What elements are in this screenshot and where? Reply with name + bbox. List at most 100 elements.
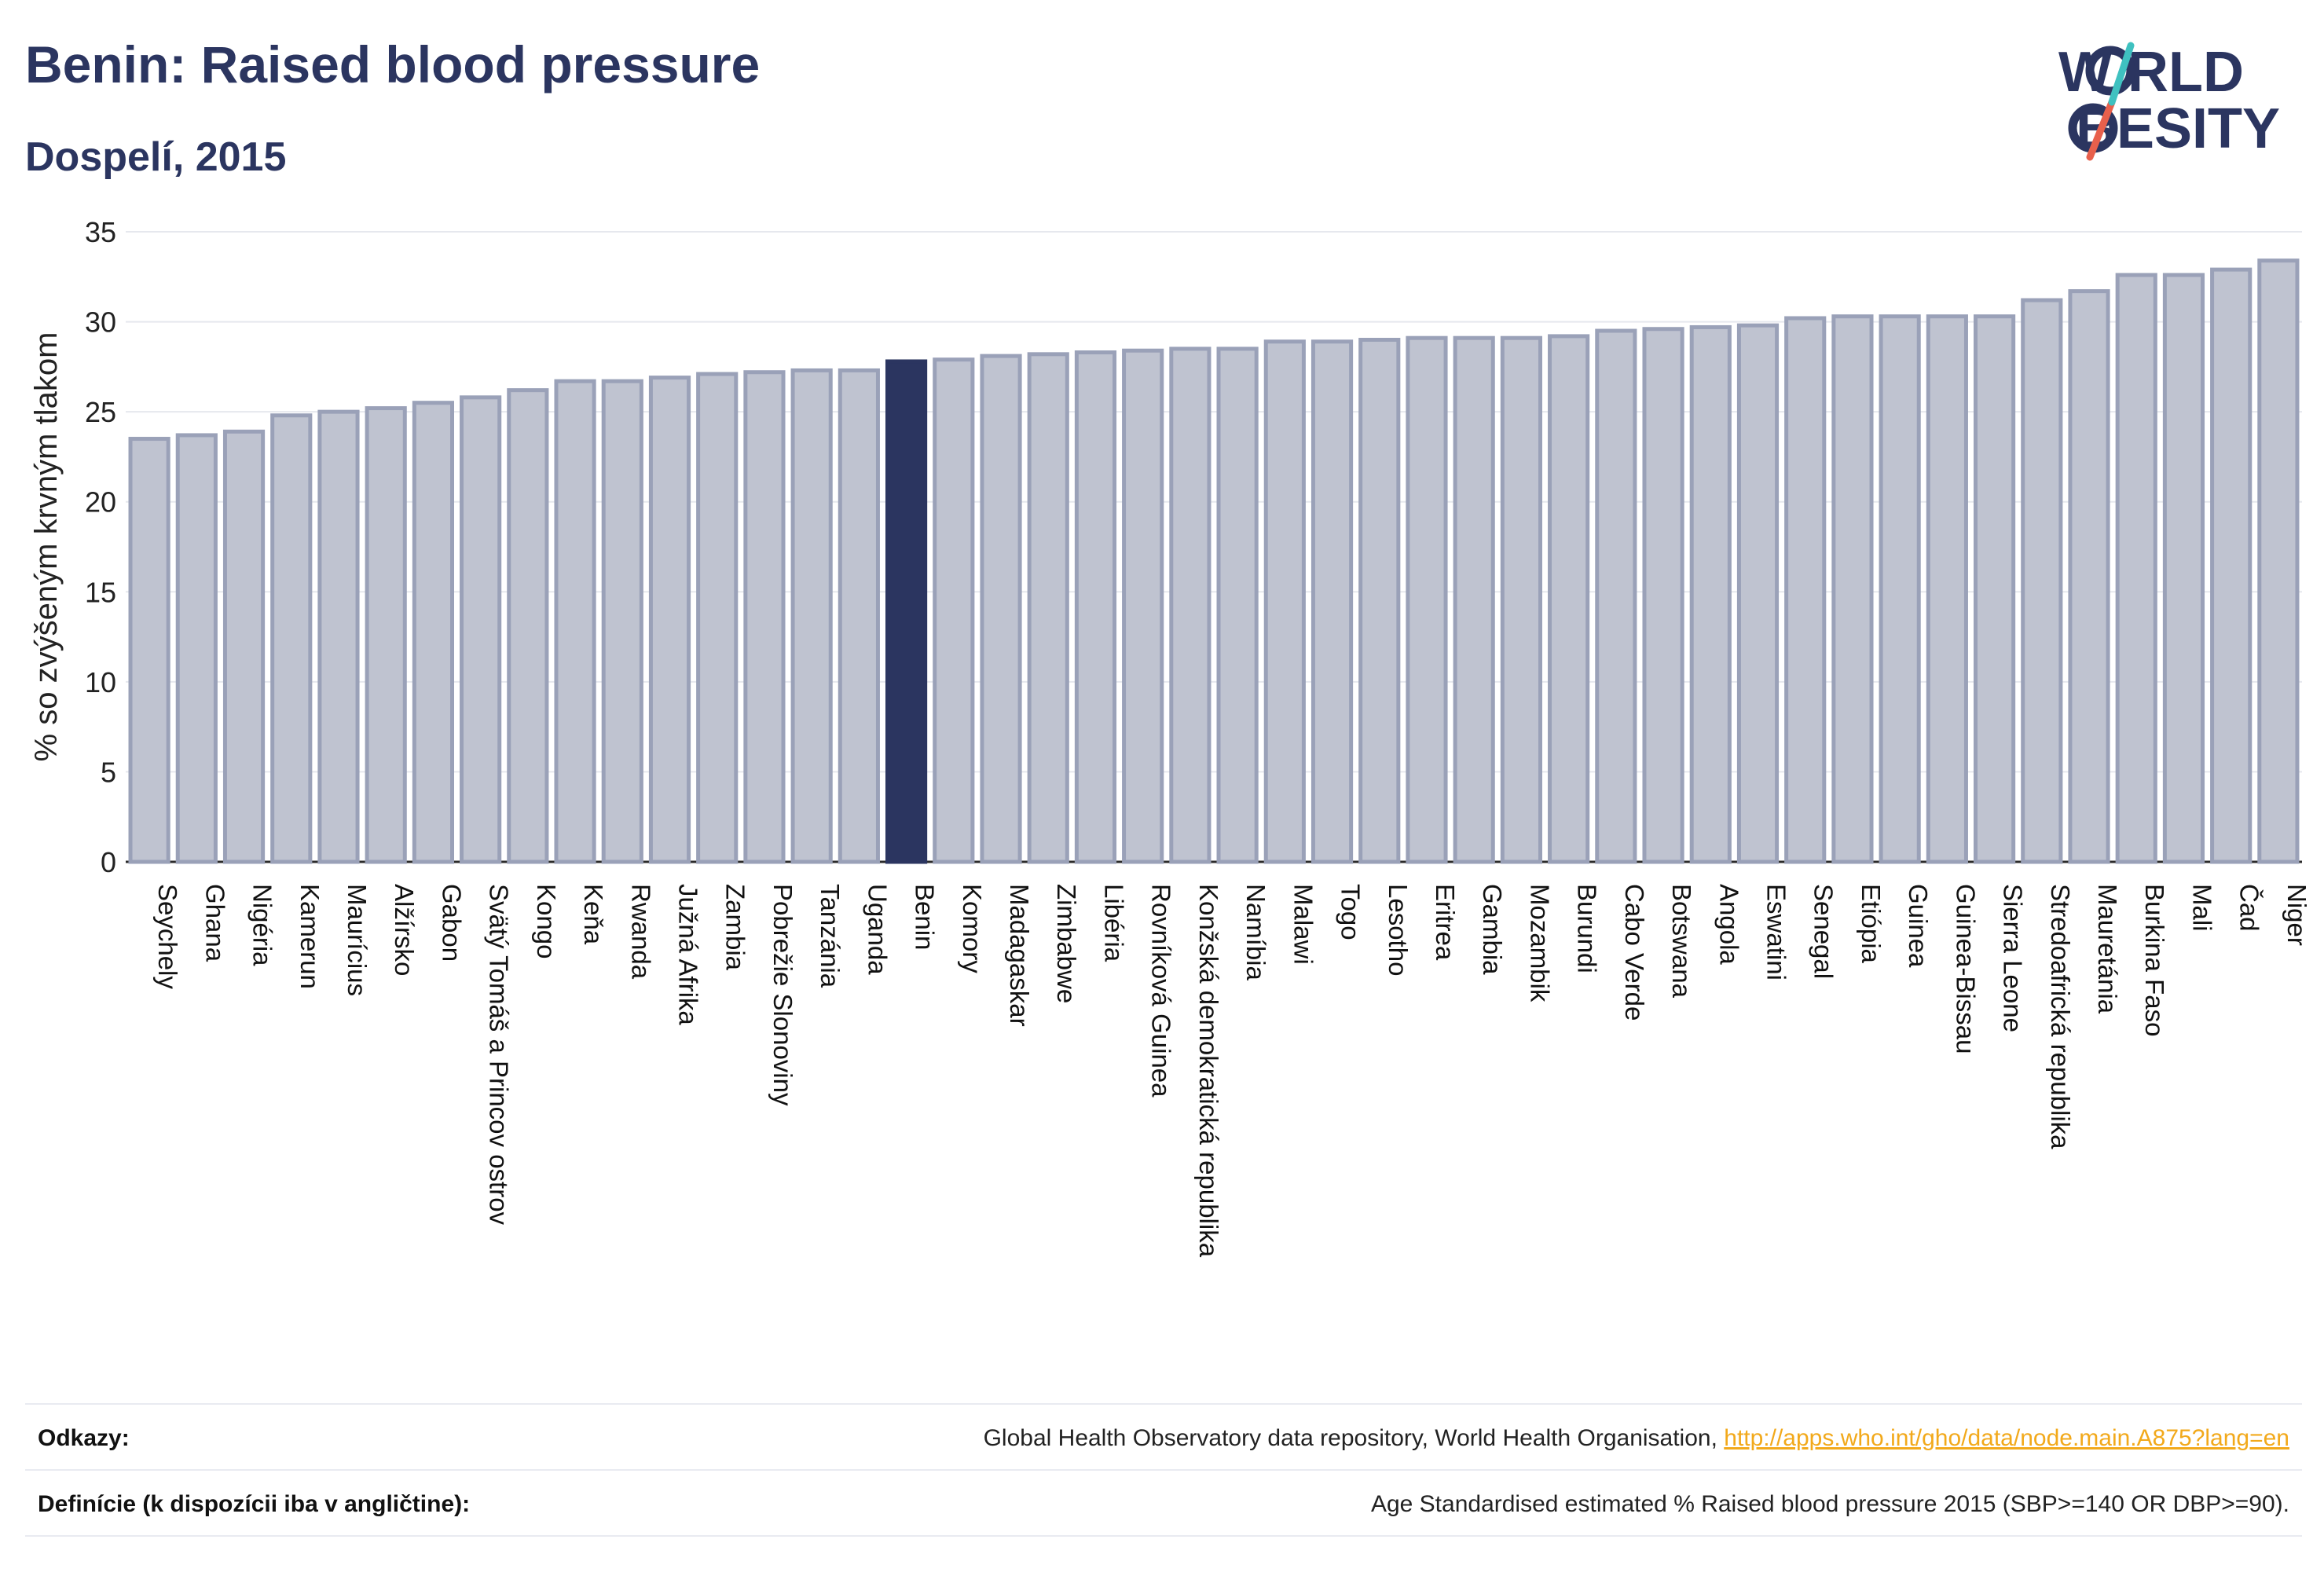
logo-o-ring-icon	[2085, 46, 2135, 96]
bars	[128, 258, 2300, 864]
bar	[2021, 298, 2063, 864]
x-tick-label: Etiópia	[1857, 884, 1886, 964]
bar	[1169, 346, 1211, 864]
definition-value: Age Standardised estimated % Raised bloo…	[1370, 1491, 2289, 1517]
x-tick-label: Stredoafrická republika	[2046, 884, 2075, 1149]
bar	[128, 437, 170, 864]
bar	[601, 379, 643, 864]
x-tick-label: Benin	[911, 884, 940, 950]
y-tick-label: 20	[85, 486, 116, 519]
definition-row: Definície (k dispozícii iba v angličtine…	[25, 1471, 2302, 1535]
x-tick-label: Kongo	[532, 884, 561, 958]
definition-label: Definície (k dispozícii iba v angličtine…	[38, 1491, 471, 1517]
bar	[933, 357, 975, 864]
x-tick-label: Guinea-Bissau	[1951, 884, 1980, 1054]
y-axis-label: % so zvýšeným krvným tlakom	[29, 332, 64, 762]
bar	[743, 370, 786, 864]
bar	[2115, 273, 2157, 864]
x-tick-label: Gabon	[437, 884, 466, 962]
sources-text: Global Health Observatory data repositor…	[983, 1425, 1725, 1451]
x-tick-label: Lesotho	[1384, 884, 1413, 976]
x-tick-label: Rovníková Guinea	[1147, 884, 1176, 1098]
bar	[1548, 334, 1590, 864]
x-tick-label: Eswatini	[1762, 884, 1791, 980]
x-tick-label: Malawi	[1288, 884, 1318, 965]
bar	[1310, 339, 1354, 864]
footer-divider	[25, 1469, 2302, 1471]
bar	[1926, 314, 1968, 864]
x-tick-label: Maurícius	[343, 884, 372, 996]
x-tick-label: Zambia	[721, 884, 750, 971]
y-tick-label: 10	[85, 666, 116, 698]
bar	[1406, 335, 1448, 864]
x-tick-label: Svätý Tomáš a Princov ostrov	[485, 884, 514, 1226]
y-tick-label: 5	[101, 756, 116, 788]
bar	[1595, 328, 1637, 864]
x-tick-labels: Seychely Ghana Nigéria Kamerun Maurícius Alží…	[153, 884, 2311, 1258]
x-tick-label: Nigéria	[248, 884, 277, 966]
x-tick-label: Rwanda	[626, 884, 655, 980]
bar	[317, 409, 360, 864]
x-tick-label: Gambia	[1478, 884, 1507, 975]
logo-slash-icon	[2108, 42, 2135, 106]
bar	[2162, 273, 2205, 864]
x-tick-label: Konžská demokratická republika	[1194, 884, 1223, 1258]
bar	[507, 388, 549, 864]
chart-subtitle: Dospelí, 2015	[25, 134, 287, 180]
x-tick-label: Keňa	[579, 884, 608, 945]
x-tick-label: Cabo Verde	[1620, 884, 1649, 1021]
bar	[1453, 335, 1495, 864]
bar	[2210, 267, 2253, 864]
sources-value: Global Health Observatory data repositor…	[984, 1425, 2289, 1452]
logo-slash-icon	[2086, 98, 2116, 161]
bar	[1784, 316, 1827, 864]
x-tick-label: Madagaskar	[1005, 884, 1034, 1027]
bar	[1689, 324, 1732, 864]
bar	[1216, 346, 1259, 864]
x-tick-label: Togo	[1336, 884, 1365, 940]
x-tick-label: Namíbia	[1241, 884, 1270, 981]
bar	[1500, 335, 1542, 864]
bar-chart: 0 5 10 15 20 25 30 35 Seychely Ghana Nigéria Kamer…	[29, 216, 2311, 1258]
x-tick-label: Južná Afrika	[674, 884, 703, 1025]
x-tick-label: Burkina Faso	[2140, 884, 2169, 1036]
x-tick-label: Libéria	[1099, 884, 1128, 962]
x-tick-label: Mauretánia	[2093, 884, 2122, 1014]
sources-link[interactable]: http://apps.who.int/gho/data/node.main.A…	[1724, 1425, 2289, 1451]
x-tick-label: Niger	[2282, 884, 2311, 946]
x-tick-label: Senegal	[1809, 884, 1838, 979]
x-tick-label: Zimbabwe	[1052, 884, 1081, 1003]
x-tick-label: Komory	[958, 884, 987, 973]
y-tick-label: 30	[85, 306, 116, 339]
x-tick-label: Mozambik	[1525, 884, 1554, 1002]
bar	[838, 368, 880, 864]
x-tick-label: Botswana	[1667, 884, 1696, 999]
y-tick-label: 25	[85, 396, 116, 428]
x-tick-label: Pobrežie Slonoviny	[768, 884, 797, 1106]
bar	[790, 368, 833, 864]
bar	[1879, 314, 1921, 864]
world-obesity-logo: W RLD BESITY	[2058, 41, 2280, 161]
bar-highlight	[885, 359, 928, 864]
x-tick-label: Eritrea	[1431, 884, 1460, 961]
bar	[1122, 348, 1164, 864]
x-tick-label: Tanzánia	[816, 884, 845, 988]
footer-divider	[25, 1535, 2302, 1537]
x-tick-label: Alžírsko	[390, 884, 419, 976]
bar	[696, 372, 739, 864]
bar	[270, 413, 313, 864]
x-tick-label: Uganda	[863, 884, 892, 975]
bar	[365, 406, 407, 864]
x-tick-label: Angola	[1714, 884, 1743, 965]
bar	[412, 401, 455, 864]
x-tick-label: Mali	[2187, 884, 2216, 932]
y-tick-label: 35	[85, 216, 116, 248]
x-tick-label: Sierra Leone	[1999, 884, 2028, 1032]
sources-label: Odkazy:	[38, 1425, 130, 1451]
bar	[1027, 352, 1069, 864]
chart-title: Benin: Raised blood pressure	[25, 35, 761, 93]
x-tick-label: Burundi	[1573, 884, 1602, 973]
bar	[1074, 350, 1117, 864]
bar	[2068, 289, 2110, 864]
bar	[1831, 314, 1874, 864]
